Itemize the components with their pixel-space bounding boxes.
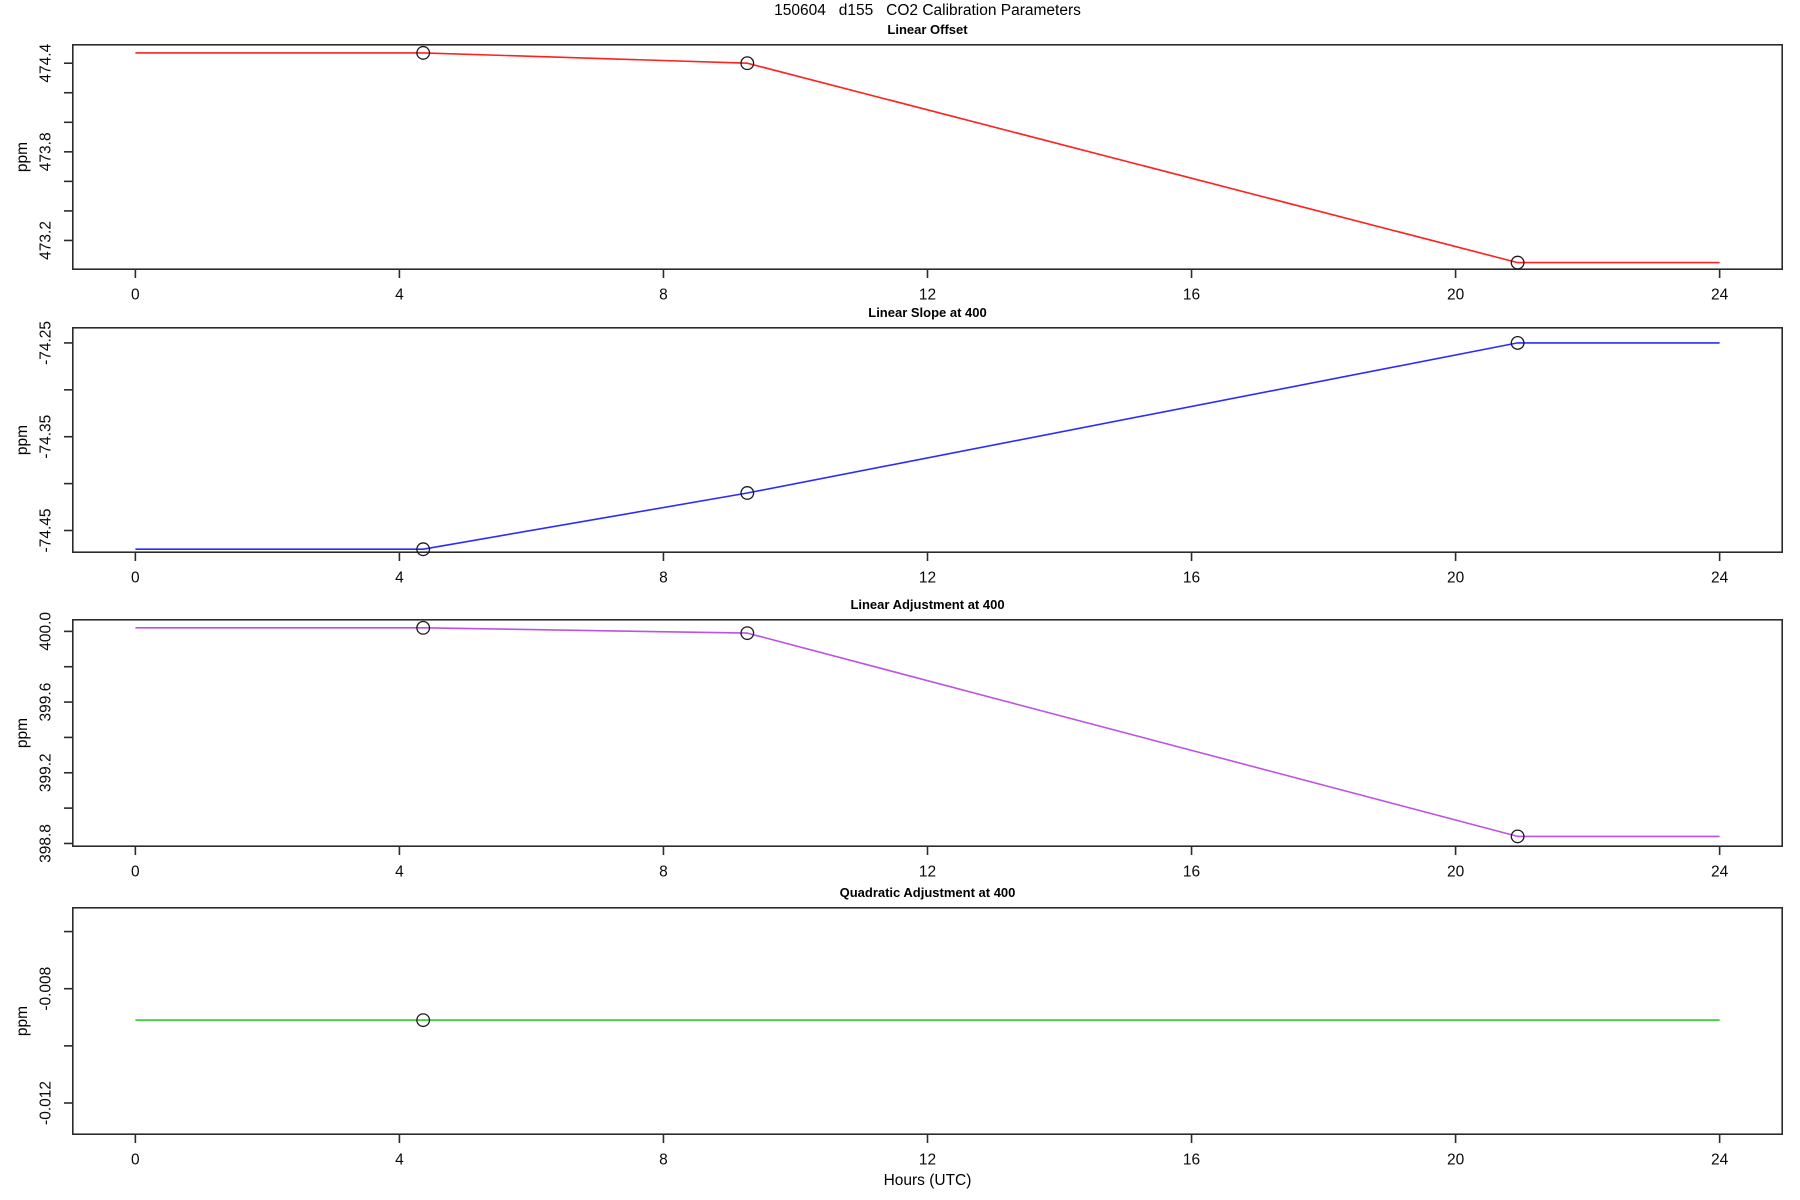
data-point-marker [416,620,431,635]
x-tick-label: 12 [919,287,936,304]
x-tick-label: 16 [1183,864,1200,881]
x-tick-label: 4 [395,1152,404,1169]
y-tick-label: 474.4 [38,43,55,82]
data-point-marker [416,1013,431,1028]
data-point-marker [740,626,755,641]
x-tick-label: 20 [1447,1152,1465,1169]
x-tick-label: 4 [395,570,404,587]
x-tick-label: 0 [131,570,140,587]
x-tick-label: 20 [1447,864,1465,881]
x-tick-label: 8 [659,1152,668,1169]
x-tick-label: 16 [1183,1152,1200,1169]
data-point-marker [740,486,755,500]
y-axis-label-panel-1: ppm [14,141,31,173]
plot-border [72,44,1784,270]
x-tick-label: 0 [131,864,140,881]
data-point-marker [1510,829,1525,844]
x-tick-label: 8 [659,570,668,587]
y-axis-label-panel-4: ppm [14,1005,31,1037]
x-tick-label: 12 [919,570,936,587]
y-axis-label-panel-2: ppm [14,424,31,456]
x-tick-label: 24 [1711,864,1729,881]
data-point-marker [1510,335,1525,350]
x-tick-label: 0 [131,287,140,304]
x-tick-label: 12 [919,1152,936,1169]
y-tick-label: 473.2 [38,221,55,260]
x-tick-label: 4 [395,287,404,304]
plot-border [72,619,1784,847]
x-tick-label: 4 [395,864,404,881]
panel-plot-linear-adjustment: 400.0 399.6 399.2 398.8 0 4 8 12 16 20 24 [38,612,1784,881]
plot-border [72,327,1784,553]
y-tick-label: 400.0 [38,612,55,651]
y-axis-label-panel-3: ppm [14,717,31,749]
figure-title: 150604 d155 CO2 Calibration Parameters [774,2,1081,19]
panel-title-linear-slope: Linear Slope at 400 [868,305,987,320]
x-tick-label: 24 [1711,287,1729,304]
y-tick-label: -74.25 [38,321,55,365]
x-tick-label: 24 [1711,1152,1729,1169]
y-tick-label: -0.012 [38,1081,55,1125]
y-tick-label: -74.35 [38,415,55,459]
data-line [135,627,1720,838]
data-point-marker [1510,255,1525,270]
x-tick-label: 16 [1183,287,1200,304]
x-tick-label: 12 [919,864,936,881]
panel-title-linear-offset: Linear Offset [887,22,968,37]
x-tick-label: 8 [659,864,668,881]
data-point-marker [416,45,431,60]
panel-title-linear-adjustment: Linear Adjustment at 400 [850,597,1005,612]
y-tick-label: 398.8 [38,824,55,863]
x-tick-label: 8 [659,287,668,304]
x-tick-label: 20 [1447,570,1465,587]
panel-plot-linear-offset: 474.4 473.8 473.2 0 4 8 12 16 20 24 [38,43,1784,304]
y-tick-label: -0.008 [38,967,55,1011]
x-tick-label: 24 [1711,570,1729,587]
panel-title-quadratic-adjustment: Quadratic Adjustment at 400 [839,885,1016,900]
data-line [135,342,1720,550]
data-point-marker [416,542,431,557]
x-tick-label: 20 [1447,287,1465,304]
data-line [135,52,1720,264]
y-tick-label: 399.6 [38,683,55,722]
y-tick-label: 473.8 [38,132,55,171]
panel-plot-quadratic-adjustment: -0.008 -0.012 0 4 8 12 16 20 24 [38,907,1784,1169]
y-tick-label: 399.2 [38,753,55,792]
data-point-marker [740,56,755,71]
x-tick-label: 0 [131,1152,140,1169]
panel-plot-linear-slope: -74.25 -74.35 -74.45 0 4 8 12 16 20 24 [38,321,1784,587]
y-tick-label: -74.45 [38,509,55,553]
x-tick-label: 16 [1183,570,1200,587]
plot-border [72,907,1784,1135]
x-axis-title: Hours (UTC) [883,1172,972,1189]
